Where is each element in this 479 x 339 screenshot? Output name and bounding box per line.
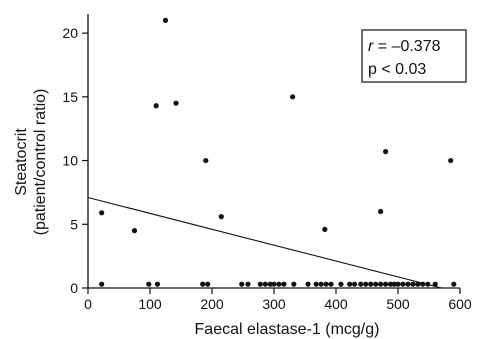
data-point-12 xyxy=(99,281,105,287)
data-point-3 xyxy=(162,17,169,23)
data-point-33 xyxy=(352,281,358,287)
y-axis-label-line1: Steatocrit xyxy=(13,128,30,196)
x-tick-label-600: 600 xyxy=(448,296,472,312)
data-point-44 xyxy=(405,281,411,287)
data-point-25 xyxy=(291,281,297,287)
x-tick-label-0: 0 xyxy=(84,296,92,312)
data-point-45 xyxy=(410,281,416,287)
data-point-16 xyxy=(205,281,211,287)
data-point-0 xyxy=(99,210,105,216)
data-point-10 xyxy=(383,149,389,155)
data-point-17 xyxy=(239,281,245,287)
data-point-7 xyxy=(290,94,296,100)
data-point-14 xyxy=(154,281,161,287)
r-value: = –0.378 xyxy=(373,38,440,55)
data-point-42 xyxy=(395,281,401,287)
data-point-21 xyxy=(267,281,273,287)
stats-box: r = –0.378 p < 0.03 xyxy=(361,29,467,83)
plot-area: 0 100 200 300 400 500 600 0 5 10 15 20 xyxy=(62,14,472,312)
data-points xyxy=(99,17,457,287)
x-axis-label: Faecal elastase-1 (mcg/g) xyxy=(195,321,380,338)
data-point-28 xyxy=(318,281,324,287)
data-point-1 xyxy=(131,228,138,234)
data-point-24 xyxy=(281,281,287,287)
data-point-4 xyxy=(173,100,179,106)
data-point-49 xyxy=(432,281,438,287)
data-point-20 xyxy=(262,281,268,287)
x-tick-label-100: 100 xyxy=(138,296,162,312)
stats-box-frame xyxy=(361,29,467,83)
x-tick-label-400: 400 xyxy=(324,296,348,312)
r-symbol: r xyxy=(368,38,374,55)
axis-ticks: 0 100 200 300 400 500 600 0 5 10 15 20 xyxy=(62,25,471,312)
data-point-40 xyxy=(387,281,394,287)
data-point-23 xyxy=(276,281,282,287)
x-tick-label-200: 200 xyxy=(200,296,224,312)
data-point-9 xyxy=(378,208,384,215)
data-point-47 xyxy=(420,281,426,287)
data-point-34 xyxy=(358,281,364,287)
data-point-2 xyxy=(153,103,159,109)
data-point-31 xyxy=(338,281,344,287)
data-point-30 xyxy=(328,281,334,287)
x-tick-label-500: 500 xyxy=(386,296,410,312)
data-point-5 xyxy=(203,157,209,164)
y-tick-label-15: 15 xyxy=(62,89,78,105)
data-point-43 xyxy=(400,281,406,287)
data-point-38 xyxy=(378,281,384,287)
data-point-8 xyxy=(322,226,328,232)
y-tick-label-10: 10 xyxy=(62,153,78,169)
data-point-36 xyxy=(368,281,374,287)
data-point-50 xyxy=(451,281,457,287)
regression-line xyxy=(87,196,442,289)
data-point-6 xyxy=(218,214,224,220)
data-point-48 xyxy=(425,281,431,287)
data-point-22 xyxy=(271,281,277,287)
data-point-18 xyxy=(245,281,251,287)
data-point-41 xyxy=(391,281,397,287)
data-point-11 xyxy=(448,157,454,164)
y-tick-label-20: 20 xyxy=(62,25,78,41)
data-point-46 xyxy=(415,281,421,287)
x-tick-label-300: 300 xyxy=(262,296,286,312)
y-axis-label-line2: (patient/control ratio) xyxy=(32,89,49,236)
data-point-19 xyxy=(257,281,263,287)
data-point-39 xyxy=(383,281,389,287)
data-point-27 xyxy=(313,281,319,287)
data-point-29 xyxy=(323,281,329,287)
p-value-text: p < 0.03 xyxy=(368,61,426,78)
data-point-37 xyxy=(373,281,379,287)
data-point-32 xyxy=(347,281,353,287)
y-tick-label-0: 0 xyxy=(70,280,78,296)
correlation-text: r = –0.378 xyxy=(368,38,441,55)
data-point-13 xyxy=(146,281,152,287)
y-tick-label-5: 5 xyxy=(70,216,78,232)
data-point-35 xyxy=(363,281,369,287)
data-point-26 xyxy=(305,281,311,287)
data-point-15 xyxy=(200,281,206,287)
